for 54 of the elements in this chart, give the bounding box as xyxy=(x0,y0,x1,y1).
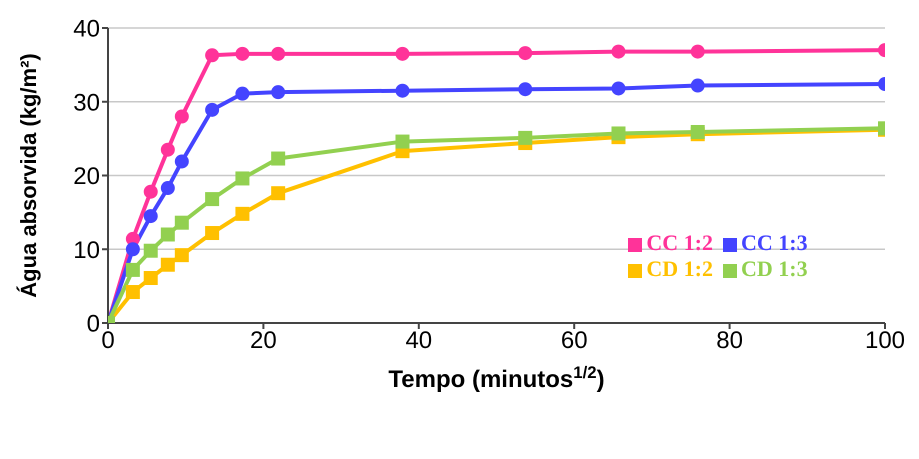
x-tick-label: 100 xyxy=(864,327,906,354)
y-tick-label: 40 xyxy=(73,16,100,43)
point xyxy=(611,81,626,96)
legend-label: CC 1:3 xyxy=(741,230,808,255)
x-tick-label: 40 xyxy=(405,327,432,354)
point xyxy=(271,152,286,166)
point xyxy=(518,46,532,60)
point xyxy=(126,262,140,277)
point xyxy=(235,171,250,186)
point xyxy=(205,102,220,117)
point xyxy=(126,285,140,300)
point xyxy=(690,44,705,59)
point xyxy=(144,184,158,199)
point xyxy=(205,192,220,206)
point xyxy=(235,206,250,221)
point xyxy=(395,46,410,61)
point xyxy=(144,271,158,286)
legend-label: CC 1:2 xyxy=(646,230,713,255)
point xyxy=(174,216,189,230)
point xyxy=(690,78,705,93)
point xyxy=(174,110,189,124)
legend-label: CD 1:2 xyxy=(646,256,713,281)
point xyxy=(611,126,626,140)
point xyxy=(160,181,175,196)
point xyxy=(160,228,175,242)
point xyxy=(271,46,286,61)
point xyxy=(174,154,189,168)
point xyxy=(205,48,220,62)
point xyxy=(690,124,705,139)
x-axis-title: Tempo (minutos$^{1/2}$) xyxy=(388,362,605,393)
point xyxy=(518,130,532,145)
point xyxy=(144,244,158,258)
point xyxy=(518,82,532,96)
x-tick-label: 20 xyxy=(250,327,277,354)
point xyxy=(174,248,189,262)
point xyxy=(395,84,410,98)
y-axis-title: Água absorvida (kg/m²) xyxy=(16,53,41,298)
point xyxy=(395,134,410,149)
legend-label: CD 1:3 xyxy=(741,256,808,281)
point xyxy=(235,86,250,101)
point xyxy=(205,226,220,240)
x-tick-label: 60 xyxy=(560,327,588,354)
point xyxy=(126,242,140,256)
y-tick-label: 30 xyxy=(73,89,100,116)
y-tick-label: 10 xyxy=(73,236,100,264)
point xyxy=(160,142,175,157)
point xyxy=(235,46,250,61)
point xyxy=(611,44,626,59)
point xyxy=(144,209,158,224)
point xyxy=(271,85,286,100)
point xyxy=(160,258,175,272)
x-tick-label: 80 xyxy=(716,327,743,354)
point xyxy=(271,186,286,200)
y-tick-label: 20 xyxy=(73,163,100,190)
